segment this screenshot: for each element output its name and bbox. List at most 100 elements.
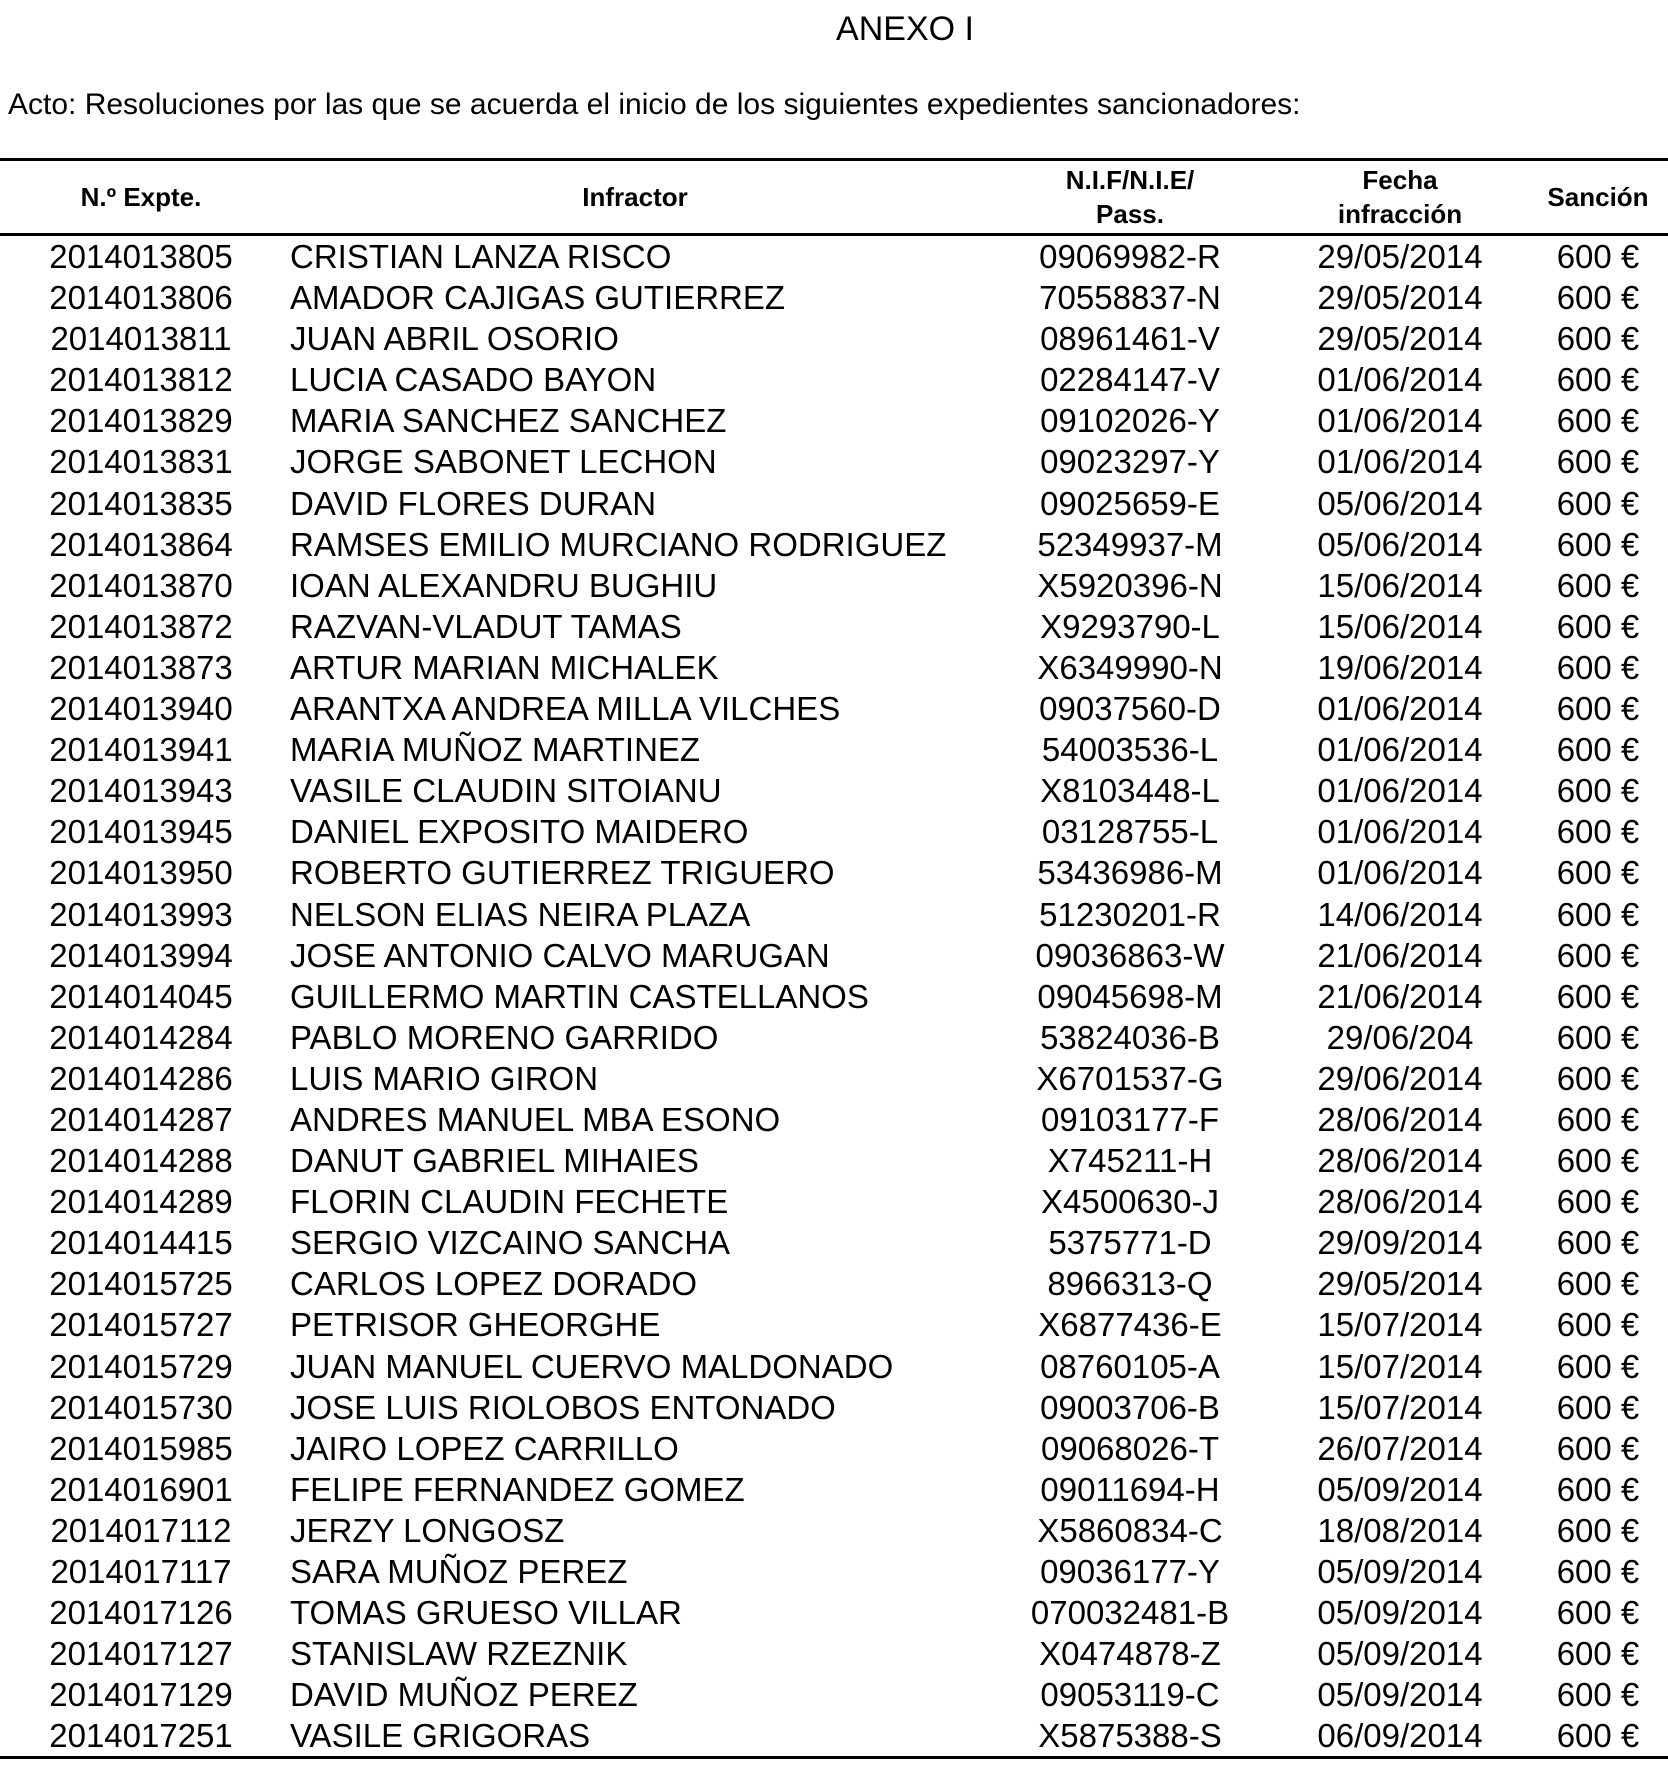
- infractor-cell: JUAN MANUEL CUERVO MALDONADO: [290, 1347, 894, 1385]
- infractor-cell: DAVID FLORES DURAN: [290, 484, 657, 522]
- nif-cell: 09025659-E: [1040, 484, 1220, 522]
- table-row: 2014014289 FLORIN CLAUDIN FECHETE X4500630…: [0, 1181, 1668, 1222]
- infractor-cell: JOSE ANTONIO CALVO MARUGAN: [290, 936, 830, 974]
- sancion-cell: 600 €: [1556, 1470, 1640, 1508]
- fecha-cell: 01/06/2014: [1317, 854, 1483, 892]
- expte-cell: 2014015727: [49, 1306, 233, 1344]
- infractor-cell: STANISLAW RZEZNIK: [290, 1635, 628, 1673]
- header-nif: N.I.F/N.I.E/Pass.: [980, 158, 1280, 236]
- sancion-cell: 600 €: [1556, 607, 1640, 645]
- expte-cell: 2014017127: [49, 1635, 233, 1673]
- table-row: 2014013806 AMADOR CAJIGAS GUTIERREZ 705588…: [0, 277, 1668, 318]
- nif-cell: 08961461-V: [1040, 320, 1220, 358]
- nif-cell: 09102026-Y: [1040, 402, 1220, 440]
- nif-cell: 09011694-H: [1040, 1470, 1220, 1508]
- infractor-cell: NELSON ELIAS NEIRA PLAZA: [290, 895, 751, 933]
- fecha-cell: 05/09/2014: [1317, 1635, 1483, 1673]
- nif-cell: 51230201-R: [1039, 895, 1221, 933]
- table-row: 2014013829 MARIA SANCHEZ SANCHEZ 09102026-…: [0, 400, 1668, 441]
- table-row: 2014017117 SARA MUÑOZ PEREZ 09036177-Y 05/0…: [0, 1551, 1668, 1592]
- expte-cell: 2014013811: [50, 320, 232, 358]
- fecha-cell: 28/06/2014: [1317, 1183, 1483, 1221]
- infractor-cell: LUCIA CASADO BAYON: [290, 361, 657, 399]
- expte-cell: 2014017117: [50, 1553, 232, 1590]
- infractor-cell: VASILE CLAUDIN SITOIANU: [290, 772, 722, 810]
- fecha-cell: 05/09/2014: [1317, 1594, 1483, 1632]
- expte-cell: 2014013872: [49, 607, 233, 645]
- fecha-cell: 01/06/2014: [1317, 813, 1483, 851]
- fecha-cell: 15/07/2014: [1317, 1306, 1483, 1344]
- nif-cell: X6701537-G: [1036, 1059, 1224, 1097]
- infractor-cell: AMADOR CAJIGAS GUTIERREZ: [290, 279, 786, 317]
- nif-cell: X6349990-N: [1037, 648, 1223, 686]
- sancion-cell: 600 €: [1556, 1018, 1640, 1056]
- table-row: 2014015725 CARLOS LOPEZ DORADO 8966313-Q 29…: [0, 1263, 1668, 1304]
- nif-cell: 09023297-Y: [1040, 443, 1220, 481]
- infractor-cell: CARLOS LOPEZ DORADO: [290, 1265, 698, 1303]
- nif-cell: X5875388-S: [980, 1715, 1280, 1760]
- sancion-cell: 600 €: [1556, 1676, 1640, 1714]
- sancion-cell: 600 €: [1556, 690, 1640, 728]
- sancion-cell: 600 €: [1556, 731, 1640, 769]
- sancion-cell: 600 €: [1556, 1142, 1640, 1180]
- fecha-cell: 29/05/2014: [1317, 1265, 1483, 1303]
- fecha-cell: 01/06/2014: [1317, 361, 1483, 399]
- expte-cell: 2014014286: [49, 1059, 233, 1097]
- sancion-cell: 600 €: [1556, 1265, 1640, 1303]
- sancion-cell: 600 €: [1556, 1429, 1640, 1467]
- table-row: 2014014286 LUIS MARIO GIRON X6701537-G 29/0…: [0, 1058, 1668, 1099]
- expte-cell: 2014015729: [49, 1347, 233, 1385]
- expte-cell: 2014014287: [49, 1100, 233, 1138]
- sancion-cell: 600 €: [1556, 1306, 1640, 1344]
- header-nif-line1: N.I.F/N.I.E/: [1065, 165, 1195, 195]
- table-row: 2014013835 DAVID FLORES DURAN 09025659-E 05…: [0, 483, 1668, 524]
- table-row: 2014013870 IOAN ALEXANDRU BUGHIU X5920396-…: [0, 565, 1668, 606]
- sancion-cell: 600 €: [1556, 320, 1640, 358]
- expte-cell: 2014015725: [49, 1265, 233, 1303]
- infractor-cell: GUILLERMO MARTIN CASTELLANOS: [290, 977, 869, 1015]
- infractor-cell: SERGIO VIZCAINO SANCHA: [290, 1224, 731, 1262]
- nif-cell: 52349937-M: [1037, 525, 1223, 563]
- fecha-cell: 01/06/2014: [1317, 443, 1483, 481]
- sancion-cell: 600 €: [1556, 402, 1640, 440]
- infractor-cell: JOSE LUIS RIOLOBOS ENTONADO: [290, 1388, 836, 1426]
- table-row: 2014013994 JOSE ANTONIO CALVO MARUGAN 0903…: [0, 935, 1668, 976]
- nif-cell: 5375771-D: [1048, 1224, 1212, 1262]
- fecha-cell: 01/06/2014: [1317, 690, 1483, 728]
- fecha-cell: 15/07/2014: [1317, 1347, 1483, 1385]
- fecha-cell: 01/06/2014: [1317, 772, 1483, 810]
- infractor-cell: JUAN ABRIL OSORIO: [290, 320, 619, 358]
- expte-cell: 2014013835: [49, 484, 233, 522]
- table-row: 2014014284 PABLO MORENO GARRIDO 53824036-B…: [0, 1017, 1668, 1058]
- table-row: 2014014415 SERGIO VIZCAINO SANCHA 5375771-…: [0, 1222, 1668, 1263]
- sancion-cell: 600 €: [1556, 1100, 1640, 1138]
- fecha-cell: 05/09/2014: [1317, 1676, 1483, 1714]
- nif-cell: X745211-H: [1047, 1142, 1213, 1180]
- sancion-cell: 600 €: [1556, 238, 1640, 275]
- expte-cell: 2014013812: [49, 361, 233, 399]
- sancion-cell: 600 €: [1520, 1715, 1668, 1760]
- infractor-cell: JORGE SABONET LECHON: [290, 443, 717, 481]
- table-row: 2014014287 ANDRES MANUEL MBA ESONO 0910317…: [0, 1099, 1668, 1140]
- fecha-cell: 28/06/2014: [1317, 1100, 1483, 1138]
- expte-cell: 2014017129: [49, 1676, 233, 1714]
- expte-cell: 2014013829: [49, 402, 233, 440]
- table-row: 2014015985 JAIRO LOPEZ CARRILLO 09068026-T…: [0, 1428, 1668, 1469]
- fecha-cell: 29/06/204: [1326, 1018, 1474, 1056]
- infractor-cell: JAIRO LOPEZ CARRILLO: [290, 1429, 679, 1467]
- expte-cell: 2014013941: [49, 731, 233, 769]
- table-body: 2014013805 CRISTIAN LANZA RISCO 09069982-R…: [0, 235, 1668, 1760]
- table-row: 2014013831 JORGE SABONET LECHON 09023297-Y…: [0, 441, 1668, 482]
- fecha-cell: 14/06/2014: [1317, 895, 1483, 933]
- sancion-cell: 600 €: [1556, 525, 1640, 563]
- fecha-cell: 21/06/2014: [1317, 936, 1483, 974]
- sancion-cell: 600 €: [1556, 977, 1640, 1015]
- infractor-cell: SARA MUÑOZ PEREZ: [290, 1553, 628, 1590]
- fecha-cell: 15/06/2014: [1317, 566, 1483, 604]
- header-sancion: Sanción: [1520, 158, 1668, 236]
- fecha-cell: 19/06/2014: [1317, 648, 1483, 686]
- sancion-cell: 600 €: [1556, 1224, 1640, 1262]
- nif-cell: 70558837-N: [1039, 279, 1221, 317]
- header-fecha-line2: infracción: [1337, 199, 1463, 229]
- infractor-cell: MARIA SANCHEZ SANCHEZ: [290, 402, 727, 440]
